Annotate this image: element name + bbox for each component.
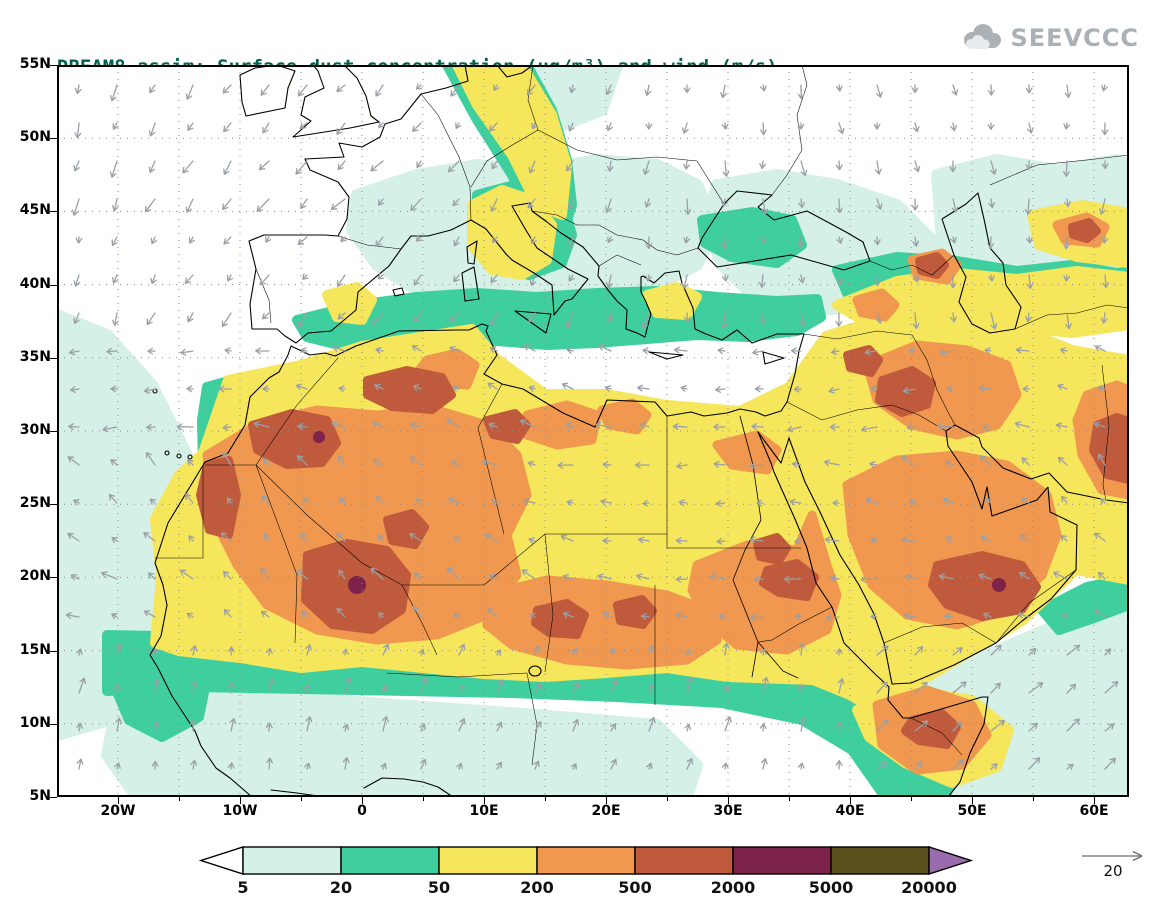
- y-axis-label: 15N: [19, 641, 51, 658]
- x-axis-label: 20W: [100, 803, 136, 819]
- x-axis-label: 20E: [591, 803, 621, 819]
- colorbar-level-label: 200: [520, 878, 554, 897]
- y-axis-label: 35N: [19, 348, 51, 365]
- colorbar-level-label: 5000: [808, 878, 854, 897]
- x-axis-label: 30E: [713, 803, 743, 819]
- map-canvas: [57, 65, 1129, 797]
- wind-vectors: [65, 83, 1119, 770]
- colorbar-level-label: 20: [329, 878, 353, 897]
- colorbar-level-label: 500: [618, 878, 652, 897]
- seevccc-logo: SEEVCCC: [957, 22, 1140, 54]
- colorbar-level-label: 20000: [901, 878, 957, 897]
- y-axis-label: 10N: [19, 714, 51, 731]
- x-axis-label: 40E: [835, 803, 865, 819]
- y-axis-label: 55N: [19, 56, 51, 72]
- colorbar-level-label: 50: [427, 878, 451, 897]
- x-axis-label: 60E: [1079, 803, 1109, 819]
- x-axis-label: 50E: [957, 803, 987, 819]
- dust-level-2000: [313, 431, 1006, 594]
- wind-reference-arrow-icon: [1082, 850, 1143, 862]
- colorbar: 5 20 50 200 500 2000 5000 20000: [198, 846, 978, 904]
- coastlines: [149, 65, 1129, 797]
- map: 55N 50N 45N 40N 35N 30N 25N 20N 15N 10N 5N 20W 10W 0…: [20, 56, 1129, 819]
- map-frame: [57, 65, 1129, 797]
- y-axis-label: 50N: [19, 129, 51, 146]
- y-axis-label: 5N: [29, 788, 51, 804]
- y-axis-label: 25N: [19, 495, 51, 512]
- y-axis-label: 40N: [19, 275, 51, 292]
- cloud-icon: [963, 24, 1001, 49]
- colorbar-level-label: 2000: [710, 878, 756, 897]
- x-axis-label: 10W: [222, 803, 258, 819]
- wind-reference-value: 20: [1103, 862, 1123, 880]
- x-axis-label: 10E: [469, 803, 499, 819]
- x-axis-label: 0: [357, 803, 367, 819]
- y-axis-label: 30N: [19, 422, 51, 438]
- wind-reference: 20: [1078, 846, 1148, 890]
- colorbar-level-label: 5: [237, 878, 249, 897]
- y-axis-label: 45N: [19, 202, 51, 219]
- logo-text: SEEVCCC: [1010, 24, 1139, 52]
- colorbar-scale: [198, 846, 974, 875]
- y-axis-label: 20N: [19, 568, 51, 585]
